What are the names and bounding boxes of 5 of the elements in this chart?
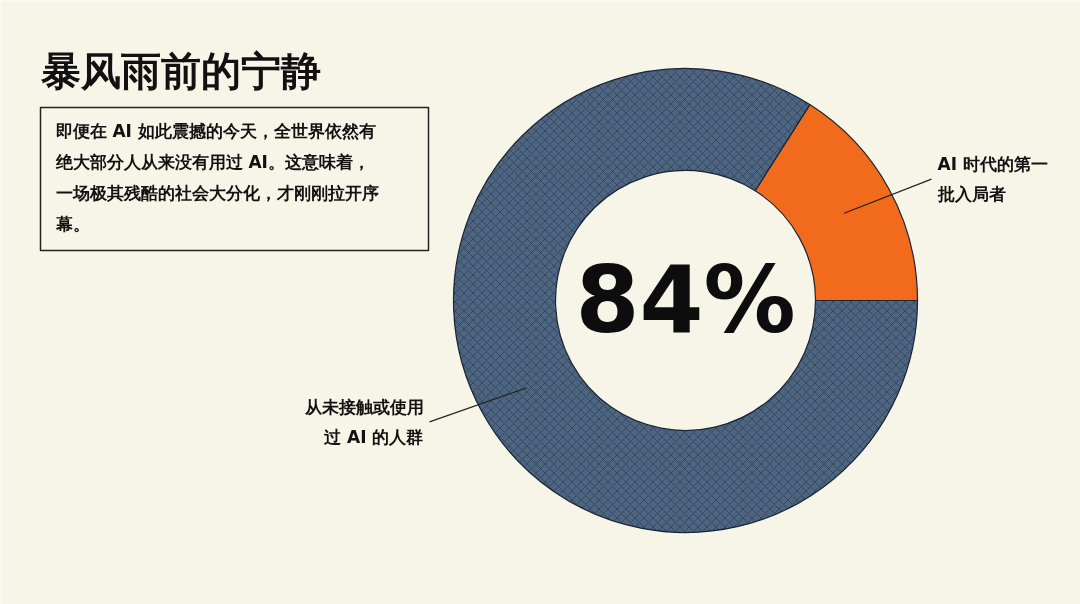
data-label: 84% (575, 247, 796, 354)
chart-title: 暴风雨前的宁静 (39, 47, 321, 94)
text: 即便在 AI 如此震撼的今天，全世界依然有绝大部分人从来没有用过 AI。这意味着，一场极其残酷的社会大分化，才刚刚拉开序幕。 (54, 120, 379, 234)
slice-label: AI 时代的第一批入局者 (936, 154, 1048, 205)
slice-label: 从未接触或使用过 AI 的人群 (303, 396, 424, 447)
